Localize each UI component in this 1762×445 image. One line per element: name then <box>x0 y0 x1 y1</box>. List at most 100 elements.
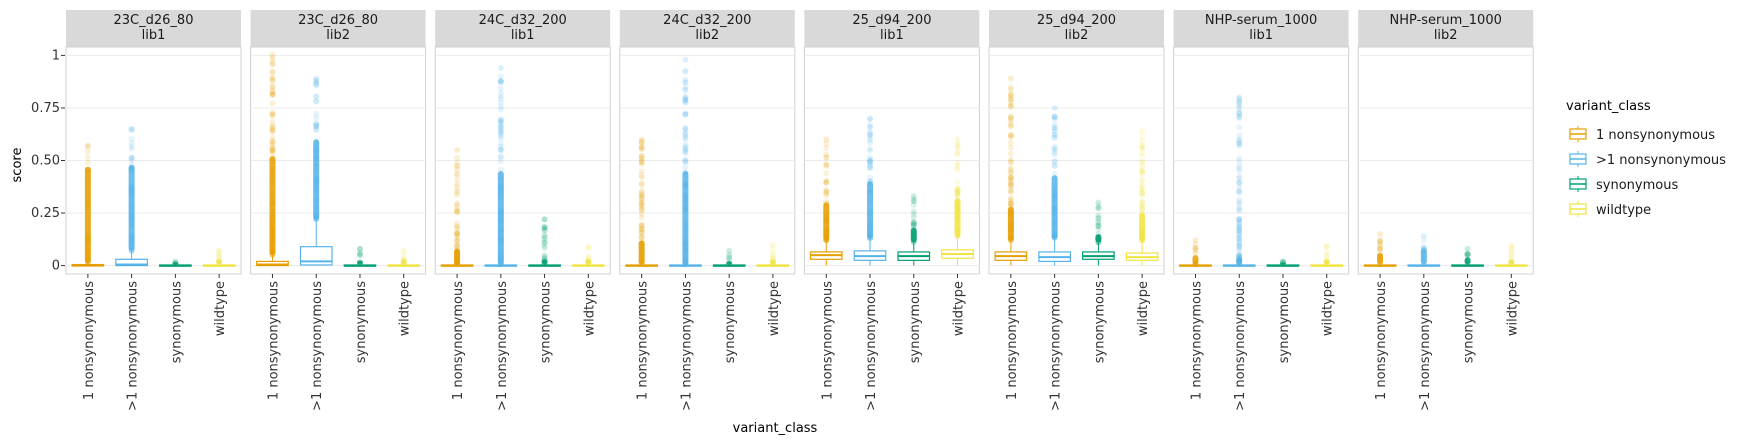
outlier-point <box>269 125 276 132</box>
outlier-point <box>638 136 645 143</box>
outlier-point <box>1139 189 1146 196</box>
outlier-point <box>1323 243 1330 250</box>
box-synonymous <box>1266 258 1300 268</box>
outlier-dense-column <box>216 259 223 265</box>
outlier-point <box>541 226 548 233</box>
outlier-point <box>638 205 645 212</box>
outlier-point <box>454 146 461 153</box>
outlier-dense-column <box>954 198 961 237</box>
outlier-point <box>454 166 461 173</box>
outlier-point <box>128 140 135 147</box>
outlier-point <box>1007 97 1014 104</box>
outlier-dense-column <box>1051 175 1058 239</box>
facet-strip <box>619 10 795 47</box>
x-tick-label: wildtype <box>398 281 413 336</box>
outlier-point <box>1007 201 1014 208</box>
box-synonymous <box>712 247 746 268</box>
legend-title: variant_class <box>1566 99 1651 114</box>
outlier-point <box>910 196 917 203</box>
outlier-point <box>1236 231 1243 238</box>
outlier-point <box>682 130 689 137</box>
outlier-point <box>454 230 461 237</box>
outlier-point <box>1236 200 1243 207</box>
outlier-point <box>269 123 276 130</box>
outlier-point <box>313 122 320 129</box>
outlier-point <box>1095 223 1102 230</box>
outlier-point <box>1051 145 1058 152</box>
outlier-point <box>1007 174 1014 181</box>
outlier-point <box>823 161 830 168</box>
outlier-point <box>269 118 276 125</box>
outlier-point <box>954 143 961 150</box>
box-synonymous <box>1082 199 1115 266</box>
outlier-point <box>313 98 320 105</box>
outlier-point <box>541 254 548 261</box>
outlier-point <box>638 158 645 165</box>
outlier-point <box>1051 125 1058 132</box>
outlier-point <box>1051 121 1058 128</box>
outlier-point <box>638 174 645 181</box>
outlier-point <box>1007 120 1014 127</box>
box-synonymous <box>343 245 377 268</box>
outlier-point <box>1139 186 1146 193</box>
outlier-point <box>84 159 91 166</box>
outlier-point <box>541 227 548 234</box>
outlier-point <box>1139 176 1146 183</box>
outlier-point <box>497 89 504 96</box>
outlier-dense-column <box>682 171 689 265</box>
outlier-point <box>1007 174 1014 181</box>
outlier-point <box>954 190 961 197</box>
outlier-point <box>1236 188 1243 195</box>
outlier-point <box>269 112 276 119</box>
outlier-point <box>269 55 276 62</box>
box-synonymous <box>528 216 561 268</box>
facet-strip-label: lib2 <box>326 28 350 43</box>
outlier-point <box>269 139 276 146</box>
outlier-point <box>867 115 874 122</box>
outlier-point <box>1139 158 1146 165</box>
outlier-point <box>1007 123 1014 130</box>
outlier-point <box>867 132 874 139</box>
outlier-point <box>1139 167 1146 174</box>
outlier-point <box>1236 208 1243 215</box>
outlier-point <box>1139 190 1146 197</box>
outlier-point <box>1051 158 1058 165</box>
outlier-point <box>1236 252 1243 259</box>
outlier-point <box>400 251 407 258</box>
outlier-point <box>216 251 223 258</box>
outlier-point <box>954 189 961 196</box>
outlier-point <box>638 230 645 237</box>
outlier-point <box>454 209 461 216</box>
x-tick-label: wildtype <box>952 281 967 336</box>
outlier-point <box>1051 146 1058 153</box>
outlier-point <box>1192 247 1199 254</box>
outlier-point <box>585 245 592 252</box>
outlier-point <box>1236 196 1243 203</box>
outlier-point <box>638 203 645 210</box>
outlier-point <box>910 222 917 229</box>
outlier-point <box>638 189 645 196</box>
outlier-point <box>1236 175 1243 182</box>
facet-strip-label: lib2 <box>1065 28 1089 43</box>
outlier-point <box>867 129 874 136</box>
outlier-point <box>867 145 874 152</box>
outlier-point <box>1377 241 1384 248</box>
outlier-point <box>269 61 276 68</box>
outlier-point <box>1139 145 1146 152</box>
outlier-point <box>638 229 645 236</box>
outlier-point <box>1007 122 1014 129</box>
outlier-point <box>1192 244 1199 251</box>
outlier-point <box>454 243 461 250</box>
outlier-point <box>1139 184 1146 191</box>
outlier-dense-column <box>356 260 363 265</box>
outlier-point <box>954 185 961 192</box>
outlier-point <box>1464 251 1471 258</box>
outlier-point <box>1139 142 1146 149</box>
outlier-point <box>1139 186 1146 193</box>
outlier-point <box>1139 164 1146 171</box>
outlier-point <box>356 245 363 252</box>
outlier-point <box>1508 243 1515 250</box>
outlier-point <box>1007 115 1014 122</box>
outlier-point <box>954 185 961 192</box>
